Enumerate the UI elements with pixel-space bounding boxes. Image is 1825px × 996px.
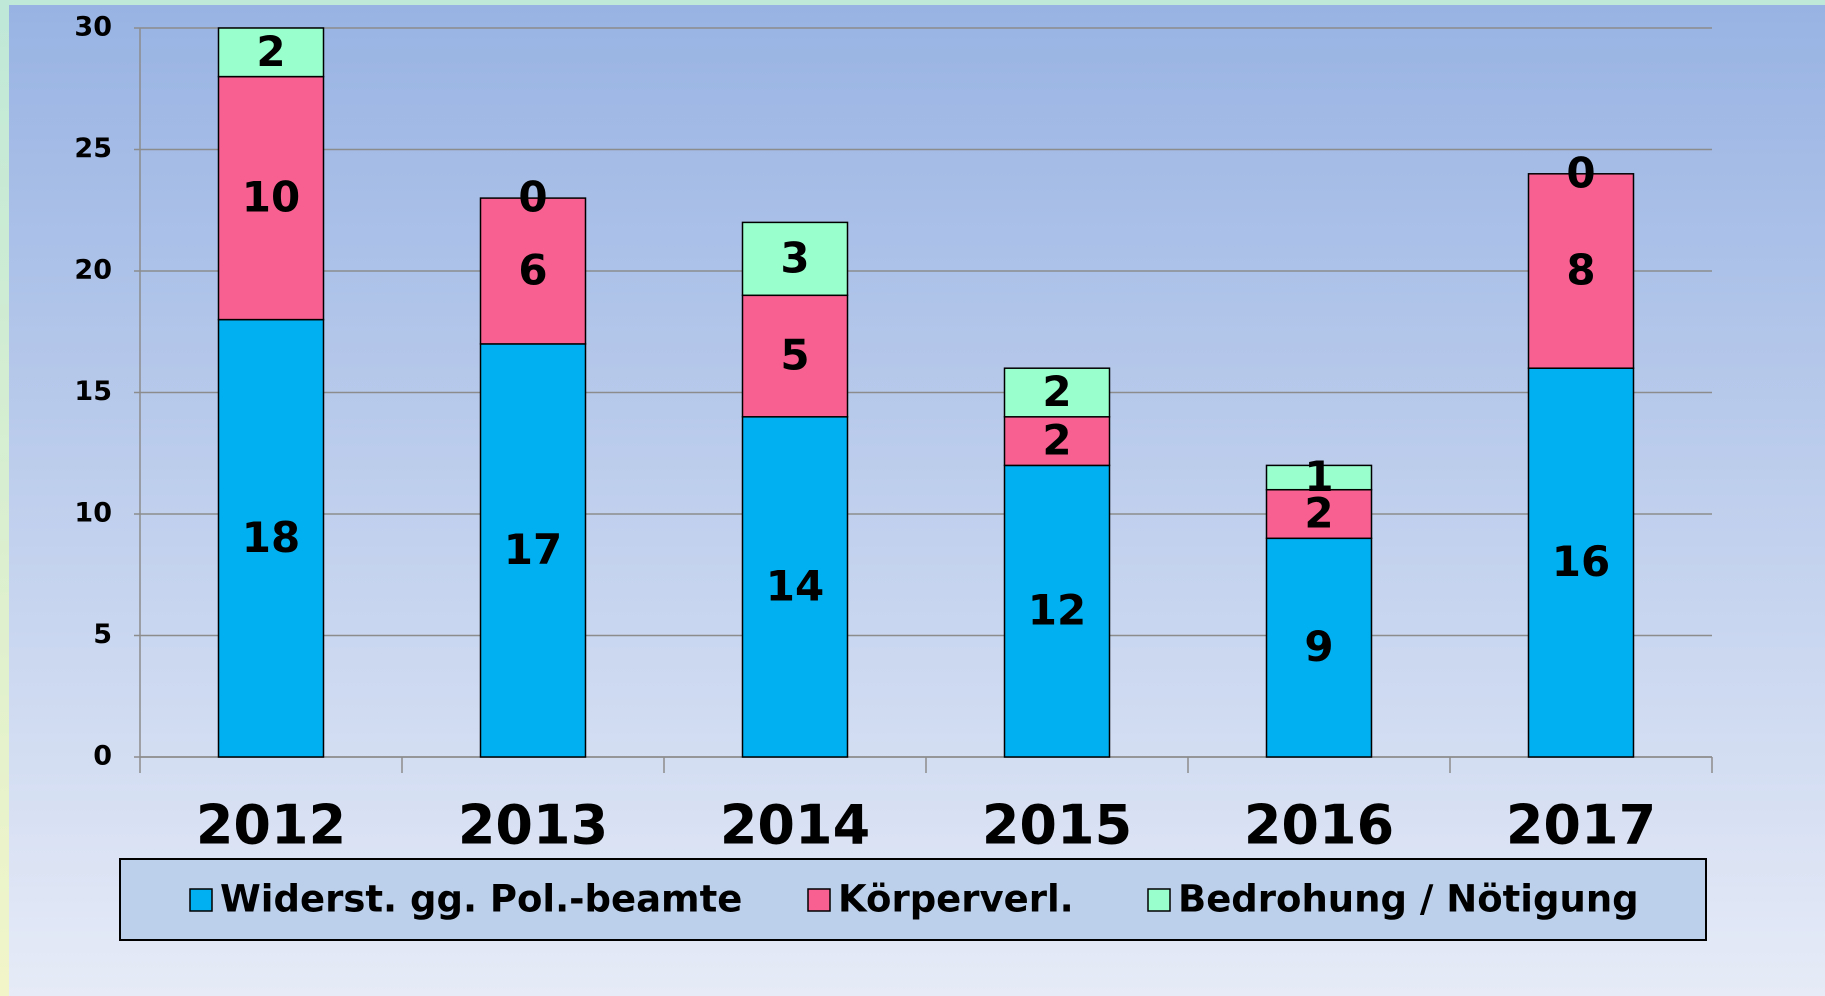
- y-tick-label: 15: [74, 376, 112, 407]
- data-label: 17: [504, 525, 562, 574]
- data-label: 16: [1552, 537, 1610, 586]
- data-label: 9: [1304, 622, 1333, 671]
- x-tick-label: 2017: [1506, 794, 1656, 857]
- legend-swatch: [1147, 888, 1171, 912]
- x-tick-label: 2016: [1244, 794, 1394, 857]
- data-label: 10: [242, 173, 300, 222]
- data-label: 3: [780, 233, 809, 282]
- bar-segment: [1265, 488, 1373, 540]
- y-tick-label: 30: [74, 12, 112, 43]
- legend-label: Körperverl.: [838, 878, 1074, 921]
- data-label: 2: [256, 27, 285, 76]
- data-label: 2: [1304, 489, 1333, 538]
- data-label: 0: [1566, 148, 1595, 197]
- y-tick-label: 0: [93, 741, 112, 772]
- y-tick-label: 5: [93, 619, 112, 650]
- y-tick-label: 25: [74, 133, 112, 164]
- legend-label: Widerst. gg. Pol.-beamte: [220, 878, 742, 921]
- data-label: 12: [1028, 586, 1086, 635]
- data-label: 18: [242, 513, 300, 562]
- data-label: 8: [1566, 246, 1595, 295]
- x-tick-label: 2012: [196, 794, 346, 857]
- x-tick-label: 2014: [720, 794, 870, 857]
- legend-box: [119, 858, 1707, 941]
- bar-segment: [1527, 367, 1635, 758]
- bar-segment: [479, 197, 587, 345]
- data-label: 14: [766, 561, 824, 610]
- data-label: 5: [780, 331, 809, 380]
- bar-segment: [741, 416, 849, 758]
- bar-segment: [1265, 464, 1373, 491]
- data-label: 2: [1042, 416, 1071, 465]
- bar-segment: [1265, 537, 1373, 758]
- x-tick-label: 2015: [982, 794, 1132, 857]
- x-tick-label: 2013: [458, 794, 608, 857]
- bar-segment: [1003, 464, 1111, 758]
- bar-segment: [741, 221, 849, 297]
- legend: Widerst. gg. Pol.-beamte Körperverl. Bedro…: [189, 878, 1639, 921]
- y-tick-label: 10: [74, 498, 112, 529]
- data-label: 0: [518, 173, 547, 222]
- bar-segment: [217, 27, 325, 78]
- bar-segment: [1003, 367, 1111, 418]
- legend-swatch: [189, 888, 213, 912]
- bar-segment: [217, 318, 325, 758]
- legend-swatch: [807, 888, 831, 912]
- data-label: 2: [1042, 367, 1071, 416]
- data-label: 1: [1304, 452, 1333, 501]
- y-tick-label: 20: [74, 255, 112, 286]
- bar-segment: [1527, 173, 1635, 369]
- legend-label: Bedrohung / Nötigung: [1178, 878, 1639, 921]
- plot-area: 0510152025301810220121760201314532014122…: [74, 12, 1713, 857]
- bar-segment: [479, 343, 587, 758]
- bar-segment: [217, 75, 325, 321]
- data-label: 6: [518, 246, 547, 295]
- bar-segment: [741, 294, 849, 418]
